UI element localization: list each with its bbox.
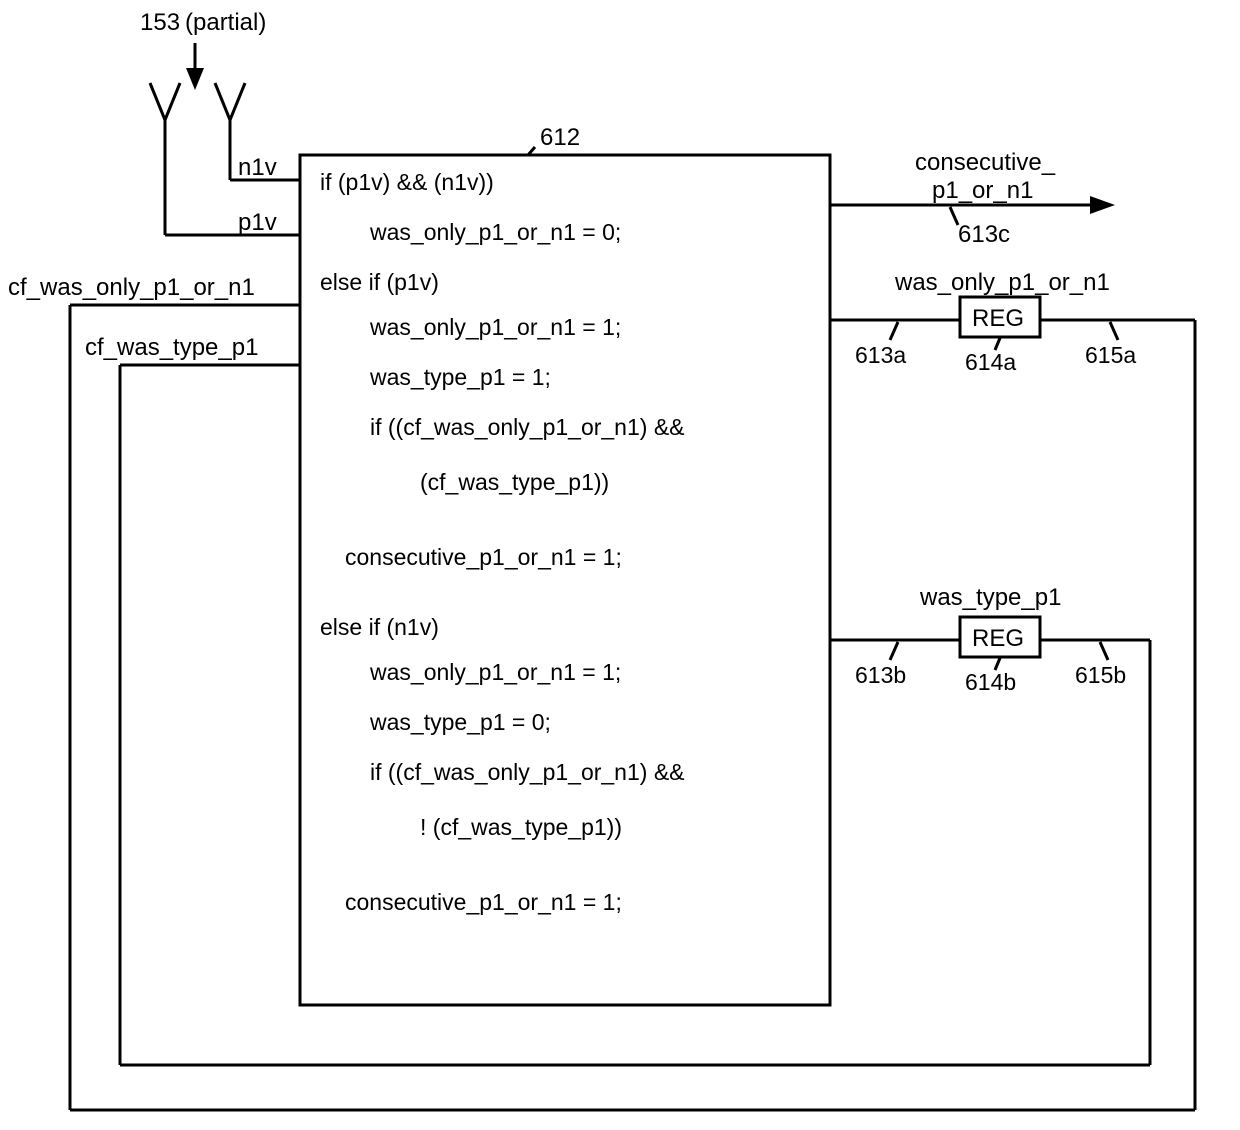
antenna-right	[215, 83, 245, 120]
code-line-6: (cf_was_type_p1))	[420, 469, 609, 495]
label-consecutive-1: consecutive_	[915, 149, 1056, 176]
code-line-12: ! (cf_was_type_p1))	[420, 814, 622, 840]
reg-b-label: REG	[972, 625, 1024, 652]
tick-613b	[890, 642, 898, 660]
code-line-2: else if (p1v)	[320, 269, 439, 295]
reg-a-label: REG	[972, 305, 1024, 332]
ref-613b: 613b	[855, 662, 906, 688]
ref-615a: 615a	[1085, 342, 1136, 368]
arrow-consecutive	[1090, 196, 1115, 214]
code-line-5: if ((cf_was_only_p1_or_n1) &&	[370, 414, 685, 440]
label-cf-was-only: cf_was_only_p1_or_n1	[8, 274, 255, 301]
ref-153-suffix: (partial)	[185, 9, 266, 36]
code-line-11: if ((cf_was_only_p1_or_n1) &&	[370, 759, 685, 785]
tick-615b	[1100, 642, 1108, 660]
ref-614b: 614b	[965, 669, 1016, 695]
tick-615a	[1110, 322, 1118, 340]
code-line-8: else if (n1v)	[320, 614, 439, 640]
code-line-4: was_type_p1 = 1;	[369, 364, 551, 390]
ref-615b: 615b	[1075, 662, 1126, 688]
ref-613a: 613a	[855, 342, 906, 368]
code-line-3: was_only_p1_or_n1 = 1;	[369, 314, 621, 340]
code-line-10: was_type_p1 = 0;	[369, 709, 551, 735]
code-line-13: consecutive_p1_or_n1 = 1;	[345, 889, 622, 915]
label-cf-was-type: cf_was_type_p1	[85, 334, 258, 361]
code-line-1: was_only_p1_or_n1 = 0;	[369, 219, 621, 245]
code-line-9: was_only_p1_or_n1 = 1;	[369, 659, 621, 685]
tick-613c	[950, 207, 958, 225]
ref-153: 153	[140, 9, 180, 36]
arrow-153-head	[186, 68, 204, 90]
code-line-7: consecutive_p1_or_n1 = 1;	[345, 544, 622, 570]
label-was-type: was_type_p1	[919, 584, 1061, 611]
ref-614a: 614a	[965, 349, 1016, 375]
label-p1v: p1v	[238, 209, 277, 236]
ref-613c: 613c	[958, 221, 1010, 248]
ref-612: 612	[540, 124, 580, 151]
code-line-0: if (p1v) && (n1v))	[320, 169, 494, 195]
tick-613a	[890, 322, 898, 340]
label-consecutive-2: p1_or_n1	[932, 177, 1033, 204]
antenna-left	[150, 83, 180, 120]
label-n1v: n1v	[238, 154, 277, 181]
label-was-only: was_only_p1_or_n1	[894, 269, 1110, 296]
